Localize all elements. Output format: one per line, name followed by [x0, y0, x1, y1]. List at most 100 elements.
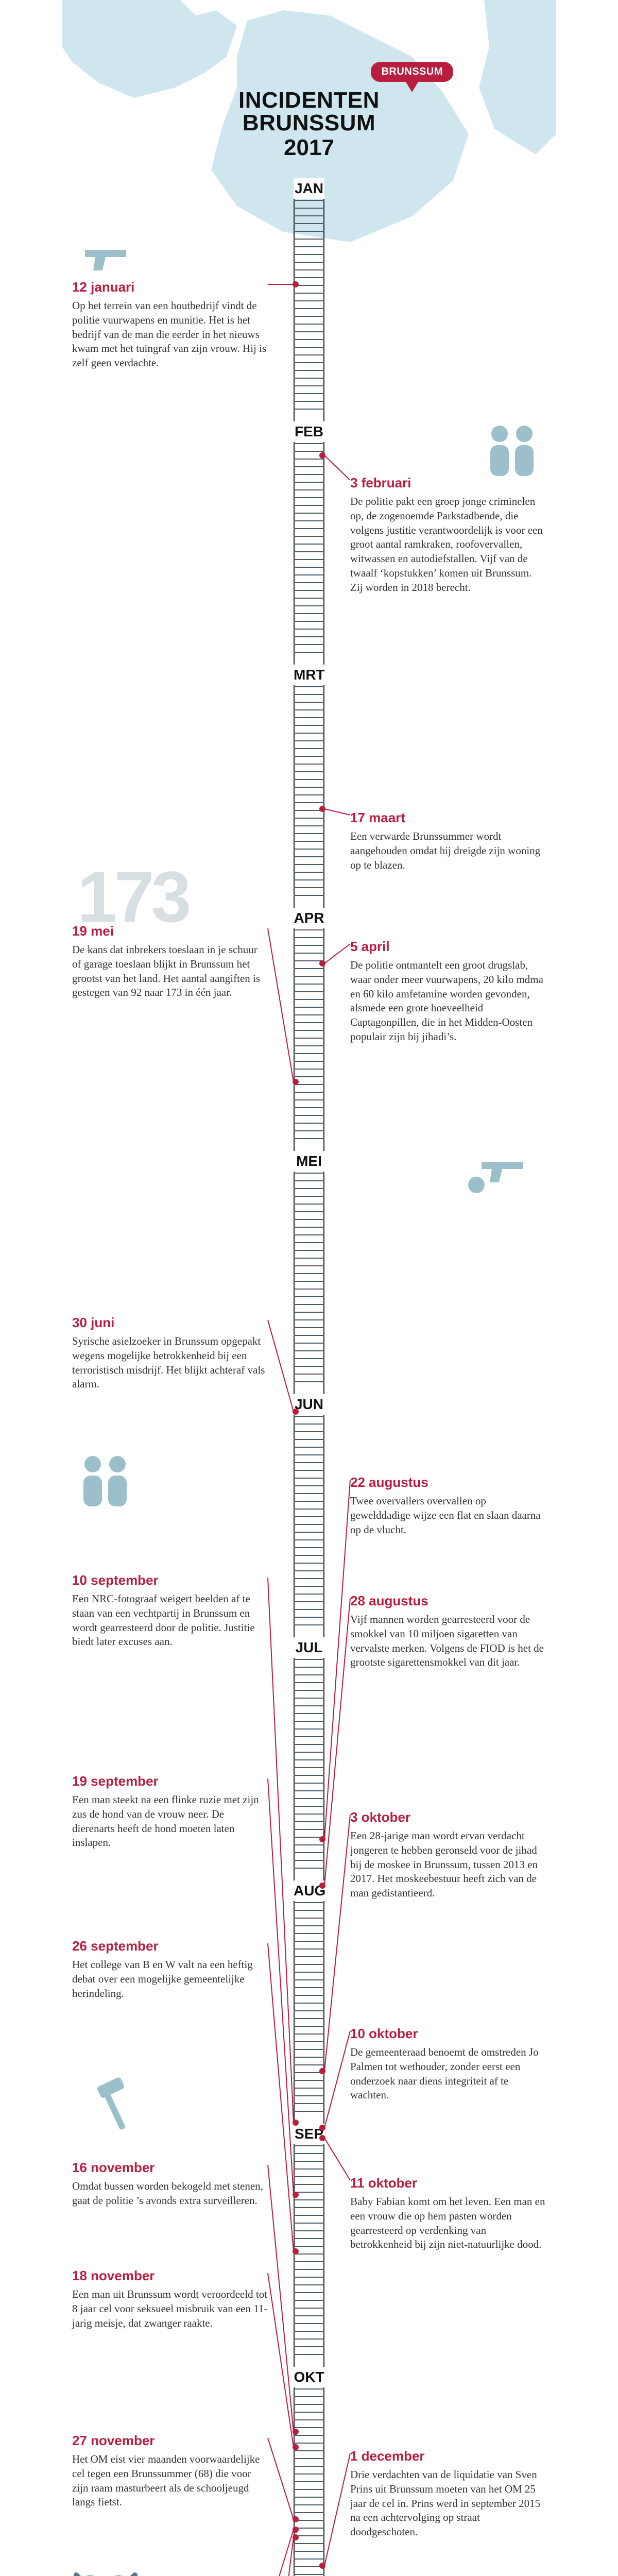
month-label: MRT: [294, 665, 324, 685]
event-text: Een 28-jarige man wordt ervan verdacht j…: [350, 1829, 546, 1901]
event-text: Syrische asielzoeker in Brunssum opgepak…: [72, 1334, 268, 1392]
event-date: 5 april: [350, 938, 546, 955]
event-text: Een verwarde Brunssummer wordt aangehoud…: [350, 829, 546, 872]
title-line-2: BRUNSSUM: [232, 110, 386, 136]
event: 12 januari Op het terrein van een houtbed…: [72, 278, 268, 370]
month-ticks: [294, 1659, 324, 1875]
event-dot: [319, 806, 325, 812]
gun-icon: [82, 237, 139, 273]
event-dot: [293, 2527, 299, 2533]
event-dot: [319, 2563, 325, 2569]
event-date: 22 augustus: [350, 1473, 546, 1491]
event-dot: [293, 2120, 299, 2126]
event-dot: [319, 1883, 325, 1889]
month-ticks: [294, 2145, 324, 2362]
event-text: Drie verdachten van de liquidatie van Sv…: [350, 2468, 546, 2539]
gun-icon-2: [479, 1149, 536, 1185]
month-ticks: [294, 1173, 324, 1389]
event-text: De politie pakt een groep jonge criminel…: [350, 495, 546, 595]
event-date: 3 oktober: [350, 1808, 546, 1826]
event-date: 17 maart: [350, 809, 546, 826]
month-ticks: [294, 443, 324, 659]
title-block: INCIDENTEN BRUNSSUM 2017: [232, 88, 386, 161]
event-dot: [293, 281, 299, 287]
event-text: De gemeenteraad benoemt de omstreden Jo …: [350, 2045, 546, 2103]
event: 10 oktober De gemeenteraad benoemt de oms…: [350, 2025, 546, 2103]
month-ticks: [294, 1416, 324, 1632]
event: 1 december Drie verdachten van de liquida…: [350, 2447, 546, 2539]
pill-icon: [466, 1175, 487, 1195]
event: 27 november Het OM eist vier maanden voor…: [72, 2432, 268, 2510]
month-ticks: [294, 200, 324, 416]
event-dot: [293, 2429, 299, 2435]
event: 19 september Een man steekt na een flinke…: [72, 1772, 268, 1850]
event: 16 november Omdat bussen worden bekogeld …: [72, 2159, 268, 2208]
title-line-1: INCIDENTEN: [232, 88, 386, 113]
event-text: De kans dat inbrekers toeslaan in je sch…: [72, 943, 268, 1000]
title-line-3: 2017: [232, 135, 386, 161]
people-icon-2: [77, 1453, 134, 1515]
event-text: De politie ontmantelt een groot drugslab…: [350, 958, 546, 1044]
event: 28 augustus Vijf mannen worden gearrestee…: [350, 1592, 546, 1670]
event: 11 oktober Baby Fabian komt om het leven.…: [350, 2174, 546, 2252]
event: 18 november Een man uit Brunssum wordt ve…: [72, 2267, 268, 2330]
month-ticks: [294, 2388, 324, 2576]
event: 5 april De politie ontmantelt een groot d…: [350, 938, 546, 1044]
timeline-infographic: BRUNSSUM INCIDENTEN BRUNSSUM 2017 JAN FEB…: [62, 0, 556, 2576]
event-date: 19 september: [72, 1772, 268, 1790]
gavel-icon: [93, 2076, 139, 2138]
month-label: JAN: [294, 178, 324, 199]
event-date: 30 juni: [72, 1314, 268, 1331]
event-date: 26 september: [72, 1937, 268, 1955]
event-dot: [319, 2125, 325, 2131]
pin-tip: [406, 82, 418, 92]
event-date: 16 november: [72, 2159, 268, 2176]
event-date: 27 november: [72, 2432, 268, 2449]
event-date: 18 november: [72, 2267, 268, 2284]
event-text: Een man steekt na een flinke ruzie met z…: [72, 1793, 268, 1850]
month-label: MEI: [294, 1151, 324, 1172]
month-ticks: [294, 686, 324, 903]
event: 26 september Het college van B en W valt …: [72, 1937, 268, 2001]
event-dot: [319, 2068, 325, 2074]
event-dot: [293, 2444, 299, 2450]
event-dot: [293, 2192, 299, 2198]
event-date: 10 september: [72, 1571, 268, 1589]
event-text: Twee overvallers overvallen op gewelddad…: [350, 1494, 546, 1537]
event-date: 10 oktober: [350, 2025, 546, 2042]
event-date: 19 mei: [72, 922, 268, 940]
event-dot: [319, 452, 325, 459]
event-text: Vijf mannen worden gearresteerd voor de …: [350, 1613, 546, 1670]
event-dot: [293, 2248, 299, 2255]
event-text: Een man uit Brunssum wordt veroordeeld t…: [72, 2287, 268, 2330]
month-label: JUL: [294, 1637, 324, 1658]
event: 22 augustus Twee overvallers overvallen o…: [350, 1473, 546, 1537]
event-date: 1 december: [350, 2447, 546, 2465]
event-text: Het college van B en W valt na een hefti…: [72, 1958, 268, 2001]
event: 10 september Een NRC-fotograaf weigert be…: [72, 1571, 268, 1649]
event: 19 mei De kans dat inbrekers toeslaan in …: [72, 922, 268, 1000]
event-dot: [293, 1409, 299, 1415]
event: 3 oktober Een 28-jarige man wordt ervan v…: [350, 1808, 546, 1901]
month-label: FEB: [294, 421, 324, 442]
event-dot: [293, 2516, 299, 2522]
month-label: APR: [294, 908, 324, 928]
event-text: Een NRC-fotograaf weigert beelden af te …: [72, 1592, 268, 1649]
event-dot: [319, 960, 325, 967]
event-text: Het OM eist vier maanden voorwaardelijke…: [72, 2452, 268, 2510]
event-date: 11 oktober: [350, 2174, 546, 2192]
event-dot: [319, 2135, 325, 2141]
event: 30 juni Syrische asielzoeker in Brunssum …: [72, 1314, 268, 1392]
pin-label: BRUNSSUM: [371, 62, 453, 82]
event-date: 3 februari: [350, 474, 546, 492]
timeline-axis: JANFEBMRTAPRMEIJUNJULAUGSEPOKTNOVDEC: [294, 185, 324, 2576]
event-date: 28 augustus: [350, 1592, 546, 1609]
event-dot: [293, 2534, 299, 2540]
people-cross-icon: [72, 2571, 139, 2576]
event-text: Op het terrein van een houtbedrijf vindt…: [72, 299, 268, 370]
event-text: Omdat bussen worden bekogeld met stenen,…: [72, 2179, 268, 2208]
event-text: Baby Fabian komt om het leven. Een man e…: [350, 2195, 546, 2252]
event-date: 12 januari: [72, 278, 268, 296]
month-ticks: [294, 1902, 324, 2119]
month-label: OKT: [294, 2367, 324, 2387]
